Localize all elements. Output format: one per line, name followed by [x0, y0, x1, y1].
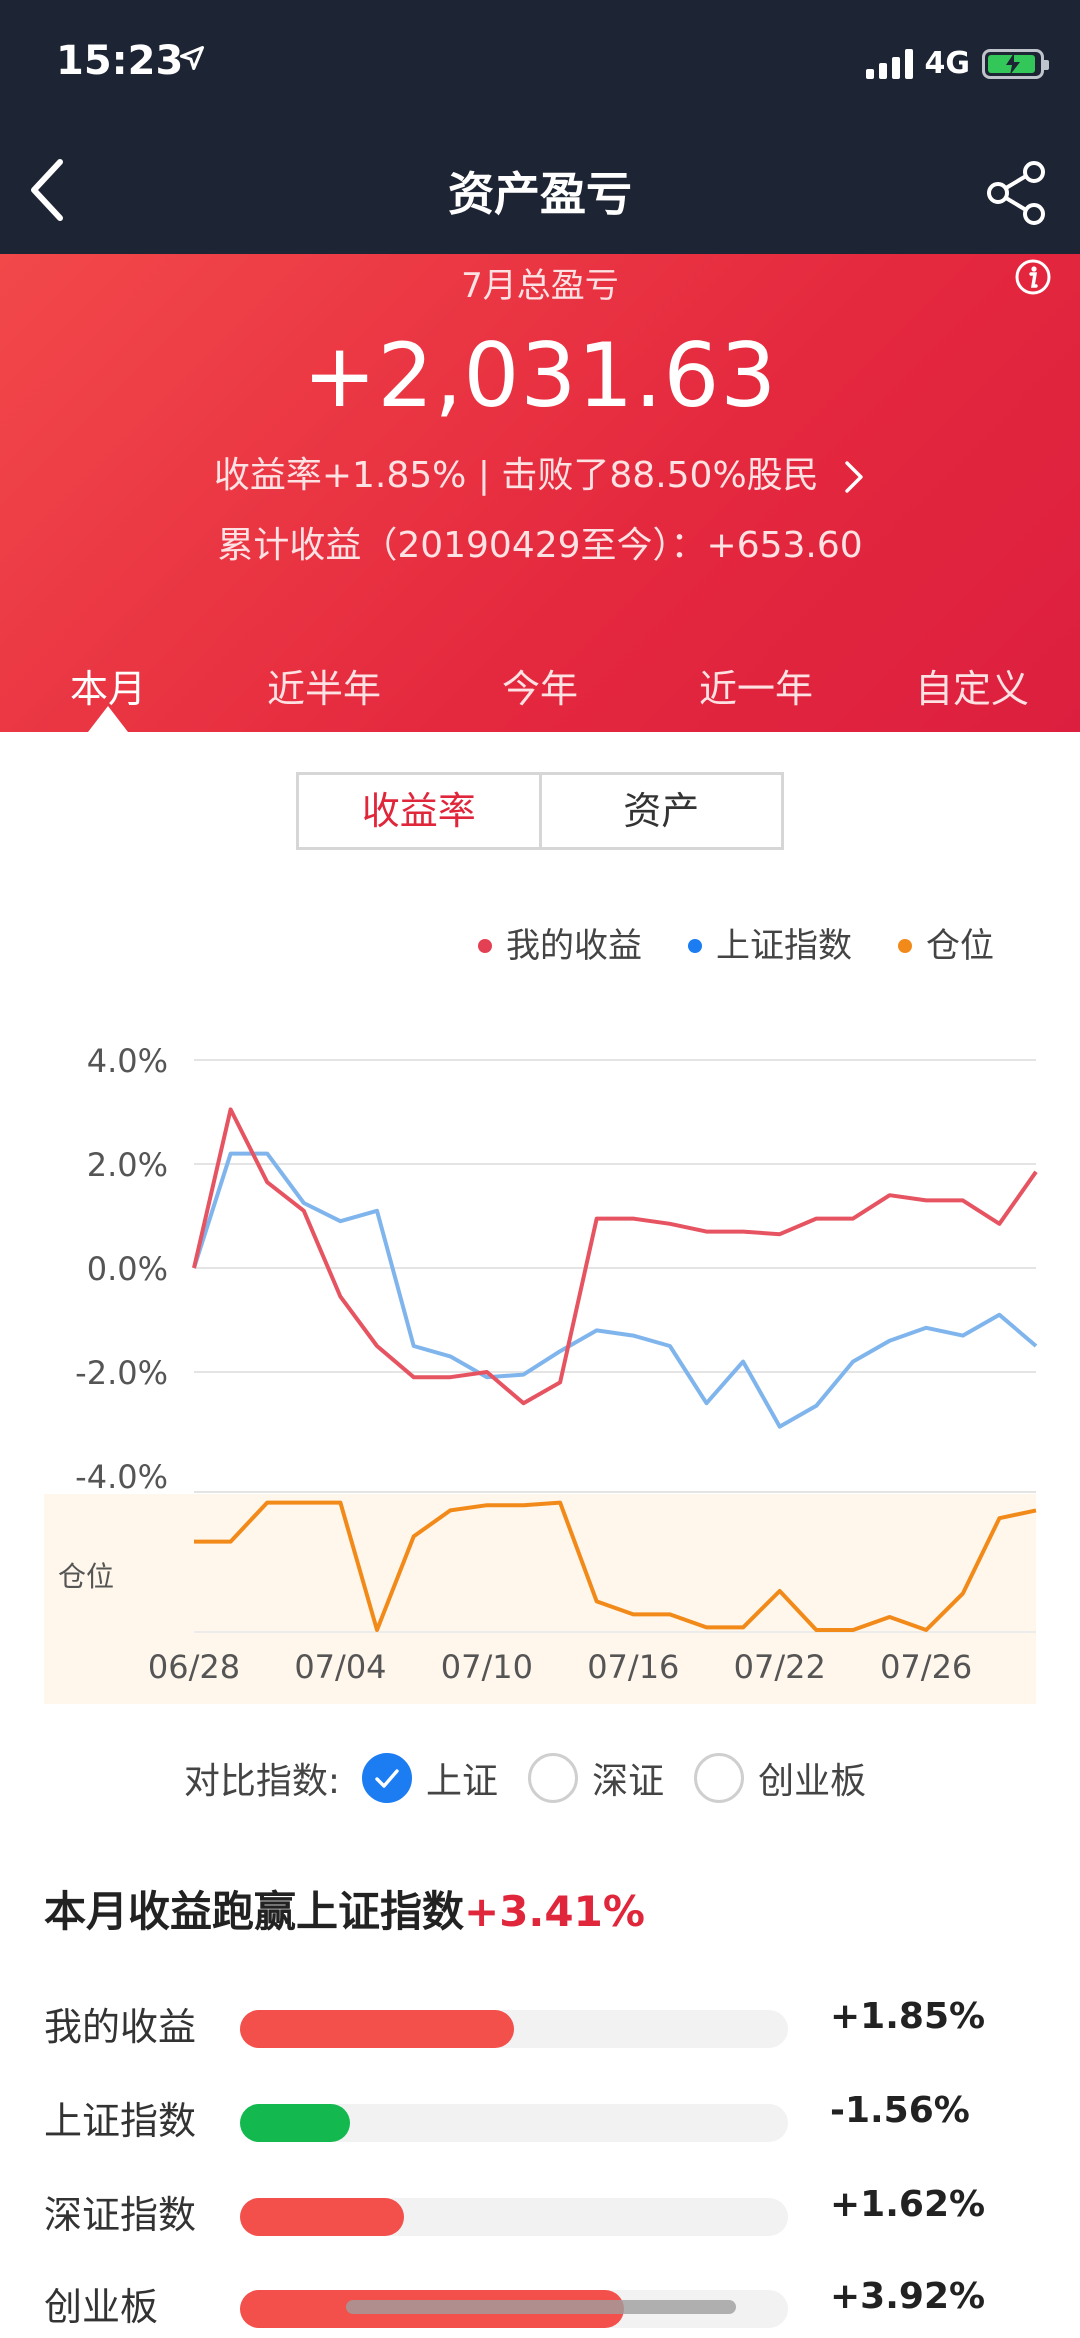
- info-icon[interactable]: [1014, 258, 1052, 296]
- x-tick-label: 07/04: [294, 1648, 386, 1686]
- tab-this-year[interactable]: 今年: [501, 667, 578, 711]
- status-time: 15:23: [56, 38, 184, 84]
- status-indicators: 4G: [865, 46, 1049, 81]
- position-axis-label: 仓位: [58, 1560, 114, 1593]
- network-type: 4G: [924, 46, 971, 81]
- progress-track: [240, 2198, 788, 2236]
- radio-circle-icon: [694, 1753, 745, 1803]
- y-tick-label: 0.0%: [87, 1250, 168, 1288]
- month-label: 7月总盈亏: [461, 266, 619, 306]
- y-tick-label: 4.0%: [87, 1042, 168, 1080]
- series-line-0: [192, 1107, 1038, 1406]
- summary-title: 本月收益跑赢上证指数+3.41%: [44, 1887, 645, 1936]
- tab-half-year[interactable]: 近半年: [266, 667, 381, 711]
- x-tick-label: 07/26: [880, 1648, 972, 1686]
- tab-custom[interactable]: 自定义: [914, 667, 1029, 711]
- period-tabs: 本月 近半年 今年 近一年 自定义: [0, 634, 1080, 732]
- legend-item-sh-index: 上证指数: [688, 918, 852, 967]
- progress-fill: [240, 2010, 514, 2048]
- return-rate-text: 收益率+1.85% | 击败了88.50%股民: [213, 455, 819, 496]
- page-title: 资产盈亏: [448, 167, 632, 221]
- toggle-return-rate[interactable]: 收益率: [361, 789, 476, 833]
- home-indicator: [346, 2300, 736, 2314]
- progress-fill: [240, 2104, 350, 2142]
- radio-shanghai[interactable]: 上证: [362, 1752, 498, 1804]
- radio-shenzhen[interactable]: 深证: [528, 1752, 664, 1804]
- radio-chinext[interactable]: 创业板: [694, 1752, 866, 1804]
- x-tick-label: 07/22: [734, 1648, 826, 1686]
- summary-row-my-return: 我的收益 +1.85%: [44, 1996, 986, 2049]
- summary-row-chinext: 创业板 +3.92%: [44, 2276, 986, 2329]
- tab-this-month[interactable]: 本月: [0, 634, 216, 732]
- y-tick-label: -4.0%: [75, 1458, 168, 1496]
- back-button[interactable]: [20, 150, 80, 230]
- battery-icon: [982, 48, 1049, 79]
- x-tick-label: 07/16: [587, 1648, 679, 1686]
- series-line-position: [194, 1500, 1037, 1632]
- toggle-assets[interactable]: 资产: [623, 789, 700, 833]
- tab-one-year[interactable]: 近一年: [698, 667, 813, 711]
- y-tick-label: 2.0%: [87, 1146, 168, 1184]
- return-rate-line[interactable]: 收益率+1.85% | 击败了88.50%股民: [0, 446, 1080, 498]
- summary-row-sz-index: 深证指数 +1.62%: [44, 2184, 986, 2237]
- chart-legend: 我的收益 上证指数 仓位: [478, 918, 994, 967]
- radio-circle-icon: [528, 1753, 579, 1803]
- compare-index: 对比指数: 上证 深证 创业板: [0, 1752, 1080, 1804]
- chevron-right-icon: [845, 461, 863, 493]
- x-tick-label: 07/10: [441, 1648, 533, 1686]
- x-tick-label: 06/28: [148, 1648, 240, 1686]
- legend-item-my-return: 我的收益: [478, 918, 642, 967]
- y-tick-label: -2.0%: [75, 1354, 168, 1392]
- top-bar: 15:23 4G 资产盈亏: [0, 0, 1080, 254]
- checkmark-icon: [362, 1753, 413, 1803]
- signal-icon: [865, 48, 913, 79]
- progress-track: [240, 2010, 788, 2048]
- total-profit-amount: +2,031.63: [302, 324, 778, 427]
- legend-item-position: 仓位: [898, 918, 994, 967]
- compare-label: 对比指数:: [183, 1761, 341, 1802]
- return-chart: 4.0% 2.0% 0.0% -2.0% -4.0% 仓位 06/28 07/04 07/10 0…: [44, 1042, 1038, 1704]
- metric-toggle: 收益率 资产: [296, 772, 784, 850]
- location-arrow-icon: [179, 45, 205, 71]
- progress-track: [240, 2104, 788, 2142]
- profit-summary-header: 7月总盈亏 +2,031.63 收益率+1.85% | 击败了88.50%股民 …: [0, 254, 1080, 732]
- progress-fill: [240, 2198, 405, 2236]
- cumulative-profit: 累计收益（20190429至今）：+653.60: [217, 525, 863, 566]
- position-panel-bg: [44, 1494, 1036, 1704]
- summary-row-sh-index: 上证指数 -1.56%: [44, 2090, 970, 2143]
- series-line-1: [192, 1151, 1038, 1429]
- share-button[interactable]: [982, 158, 1052, 228]
